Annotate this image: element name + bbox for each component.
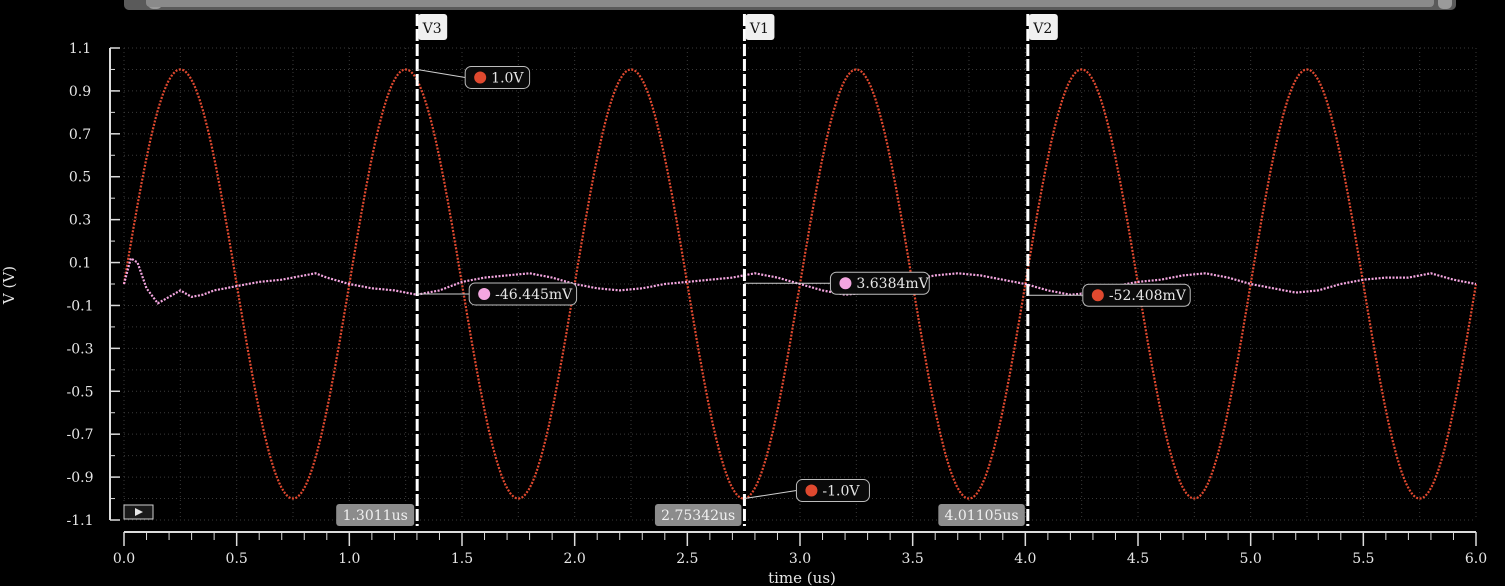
marker-leader bbox=[744, 490, 797, 500]
marker-dot bbox=[474, 71, 487, 84]
y-tick-label: 0.3 bbox=[69, 213, 91, 229]
cursor-time-bg bbox=[654, 504, 742, 526]
cursor-time-label: 1.3011us bbox=[343, 508, 408, 524]
cursors-group[interactable]: V3 1.3011us V1 2.75342us V2 4.01105us bbox=[336, 14, 1058, 526]
x-tick-label: 5.5 bbox=[1352, 551, 1374, 567]
marker-box bbox=[1082, 283, 1191, 307]
marker-box bbox=[468, 282, 578, 306]
marker-label: 1.0V bbox=[491, 70, 524, 86]
x-tick-label: 5.0 bbox=[1240, 551, 1262, 567]
x-tick-label: 4.0 bbox=[1014, 551, 1036, 567]
y-tick-label: -0.9 bbox=[67, 470, 94, 486]
x-tick-label: 6.0 bbox=[1465, 551, 1487, 567]
cursor-time-label: 4.01105us bbox=[945, 508, 1019, 524]
x-tick-label: 4.5 bbox=[1127, 551, 1149, 567]
x-tick-label: 2.5 bbox=[676, 551, 698, 567]
marker-box bbox=[795, 479, 870, 503]
marker-label: -1.0V bbox=[822, 484, 860, 500]
x-tick-label: 1.5 bbox=[451, 551, 473, 567]
y-tick-label: 0.1 bbox=[69, 256, 91, 272]
axis-labels: time (us) V (V) bbox=[0, 266, 836, 586]
y-tick-label: -0.3 bbox=[67, 341, 94, 357]
y-tick-label: 0.7 bbox=[69, 127, 91, 143]
x-tick-label: 1.0 bbox=[338, 551, 360, 567]
scroll-thumb[interactable] bbox=[146, 0, 1434, 7]
marker-dot bbox=[1091, 289, 1104, 302]
x-tick-label: 3.0 bbox=[789, 551, 811, 567]
x-tick-label: 2.0 bbox=[564, 551, 586, 567]
y-axis-label: V (V) bbox=[0, 266, 18, 305]
y-tick-label: -1.1 bbox=[67, 513, 94, 529]
cursor-name[interactable]: V2 bbox=[1032, 21, 1052, 37]
y-tick-label: 1.1 bbox=[69, 41, 91, 57]
series-group bbox=[122, 68, 1478, 500]
cursor-time-label: 2.75342us bbox=[661, 508, 735, 524]
scroll-right-handle[interactable] bbox=[1438, 0, 1452, 9]
horizontal-scrollbar[interactable] bbox=[124, 0, 1456, 10]
marker-leader bbox=[417, 68, 466, 78]
y-tick-label: -0.5 bbox=[67, 384, 94, 400]
y-tick-label: 0.5 bbox=[69, 170, 91, 186]
y-tick-label: -0.7 bbox=[67, 427, 94, 443]
x-tick-label: 3.5 bbox=[902, 551, 924, 567]
cursor-name[interactable]: V1 bbox=[749, 21, 769, 37]
marker-dot bbox=[478, 287, 491, 300]
markers-group: 1.0V -46.445mV -1.0V 3.6384mV -52.408mV bbox=[417, 65, 1191, 503]
cursor-time-bg bbox=[336, 504, 415, 526]
x-tick-label: 0.0 bbox=[113, 551, 135, 567]
y-tick-label: 0.9 bbox=[69, 84, 91, 100]
cursor-time-bg bbox=[938, 504, 1025, 526]
y-tick-label: -0.1 bbox=[67, 298, 94, 314]
marker-dot bbox=[805, 484, 818, 497]
x-tick-label: 0.5 bbox=[226, 551, 248, 567]
axes: 1.1 0.9 0.7 0.5 0.3 0.1 -0.1 -0.3 -0.5 -0.7 -0.9 -1… bbox=[67, 41, 1488, 567]
play-icon bbox=[135, 508, 143, 516]
play-button[interactable] bbox=[123, 504, 154, 520]
cursor-tag-bg[interactable] bbox=[745, 14, 775, 40]
x-axis-label: time (us) bbox=[768, 569, 836, 586]
marker-label: -46.445mV bbox=[495, 287, 573, 303]
cursor-name[interactable]: V3 bbox=[422, 21, 442, 37]
cursor-tag-bg[interactable] bbox=[418, 14, 448, 40]
marker-label: 3.6384mV bbox=[856, 276, 929, 292]
marker-dot bbox=[839, 277, 852, 290]
marker-box bbox=[829, 271, 930, 295]
cursor-tag-bg[interactable] bbox=[1028, 14, 1058, 40]
marker-label: -52.408mV bbox=[1109, 288, 1187, 304]
